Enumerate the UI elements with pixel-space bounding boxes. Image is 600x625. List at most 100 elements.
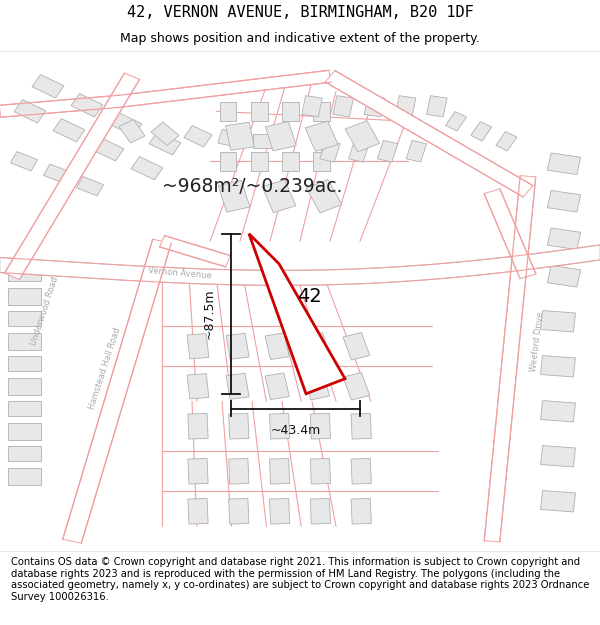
Polygon shape	[218, 129, 244, 148]
Polygon shape	[395, 96, 416, 117]
Polygon shape	[541, 491, 575, 512]
Polygon shape	[92, 138, 124, 161]
Polygon shape	[32, 74, 64, 98]
Polygon shape	[496, 132, 517, 151]
Polygon shape	[547, 191, 581, 212]
Polygon shape	[310, 459, 331, 484]
Polygon shape	[229, 414, 249, 439]
Polygon shape	[71, 94, 103, 117]
Polygon shape	[282, 102, 299, 121]
Text: Map shows position and indicative extent of the property.: Map shows position and indicative extent…	[120, 32, 480, 46]
Polygon shape	[131, 157, 163, 180]
Polygon shape	[229, 499, 249, 524]
Polygon shape	[304, 332, 329, 360]
Text: ~87.5m: ~87.5m	[203, 289, 216, 339]
Polygon shape	[364, 96, 385, 117]
Polygon shape	[262, 180, 296, 213]
Polygon shape	[7, 288, 41, 305]
Polygon shape	[265, 333, 289, 359]
Polygon shape	[351, 499, 371, 524]
Polygon shape	[220, 102, 236, 121]
Polygon shape	[541, 356, 575, 377]
Polygon shape	[14, 99, 46, 123]
Polygon shape	[253, 134, 275, 148]
Polygon shape	[7, 266, 41, 281]
Polygon shape	[7, 356, 41, 371]
Polygon shape	[445, 112, 467, 131]
Polygon shape	[43, 164, 71, 183]
Polygon shape	[188, 499, 208, 524]
Polygon shape	[151, 122, 179, 146]
Text: Weeford Drive: Weeford Drive	[529, 311, 545, 372]
Polygon shape	[226, 333, 249, 359]
Polygon shape	[343, 332, 370, 360]
Polygon shape	[345, 121, 380, 152]
Polygon shape	[229, 459, 249, 484]
Text: Vernon Avenue: Vernon Avenue	[148, 266, 212, 281]
Polygon shape	[484, 176, 536, 542]
Text: ~43.4m: ~43.4m	[271, 424, 320, 437]
Polygon shape	[0, 95, 121, 118]
Polygon shape	[547, 228, 581, 249]
Polygon shape	[325, 71, 533, 197]
Polygon shape	[7, 468, 41, 485]
Polygon shape	[110, 112, 142, 136]
Polygon shape	[187, 374, 209, 399]
Polygon shape	[351, 459, 371, 484]
Polygon shape	[320, 141, 340, 162]
Polygon shape	[226, 373, 249, 399]
Polygon shape	[249, 234, 345, 394]
Polygon shape	[188, 414, 208, 439]
Text: Hamstead Hall Road: Hamstead Hall Road	[88, 327, 122, 411]
Polygon shape	[470, 122, 492, 141]
Polygon shape	[187, 334, 209, 359]
Polygon shape	[7, 401, 41, 416]
Polygon shape	[406, 141, 427, 162]
Polygon shape	[218, 181, 250, 212]
Polygon shape	[119, 70, 331, 108]
Polygon shape	[547, 153, 581, 174]
Polygon shape	[282, 152, 299, 171]
Polygon shape	[484, 189, 536, 279]
Polygon shape	[7, 311, 41, 326]
Text: 42: 42	[296, 287, 322, 306]
Polygon shape	[226, 122, 254, 150]
Polygon shape	[7, 422, 41, 440]
Polygon shape	[377, 141, 398, 162]
Polygon shape	[343, 372, 370, 400]
Text: ~968m²/~0.239ac.: ~968m²/~0.239ac.	[162, 177, 342, 196]
Polygon shape	[10, 152, 38, 171]
Polygon shape	[313, 152, 330, 171]
Polygon shape	[351, 414, 371, 439]
Polygon shape	[541, 401, 575, 422]
Text: Contains OS data © Crown copyright and database right 2021. This information is : Contains OS data © Crown copyright and d…	[11, 557, 589, 602]
Polygon shape	[313, 102, 330, 121]
Polygon shape	[251, 152, 268, 171]
Polygon shape	[188, 459, 208, 484]
Polygon shape	[160, 236, 230, 267]
Polygon shape	[427, 96, 447, 117]
Polygon shape	[541, 446, 575, 467]
Polygon shape	[251, 102, 268, 121]
Polygon shape	[265, 122, 296, 151]
Polygon shape	[4, 73, 140, 279]
Polygon shape	[0, 245, 600, 286]
Polygon shape	[76, 177, 104, 196]
Polygon shape	[305, 121, 338, 151]
Polygon shape	[306, 179, 342, 213]
Polygon shape	[265, 373, 289, 399]
Polygon shape	[547, 266, 581, 287]
Polygon shape	[7, 332, 41, 350]
Polygon shape	[269, 459, 290, 484]
Polygon shape	[269, 499, 290, 524]
Text: 42, VERNON AVENUE, BIRMINGHAM, B20 1DF: 42, VERNON AVENUE, BIRMINGHAM, B20 1DF	[127, 5, 473, 20]
Polygon shape	[310, 499, 331, 524]
Polygon shape	[333, 96, 353, 117]
Polygon shape	[304, 372, 329, 400]
Polygon shape	[7, 446, 41, 461]
Polygon shape	[53, 119, 85, 142]
Polygon shape	[541, 311, 575, 332]
Polygon shape	[302, 96, 322, 117]
Polygon shape	[349, 141, 369, 162]
Polygon shape	[62, 239, 172, 543]
